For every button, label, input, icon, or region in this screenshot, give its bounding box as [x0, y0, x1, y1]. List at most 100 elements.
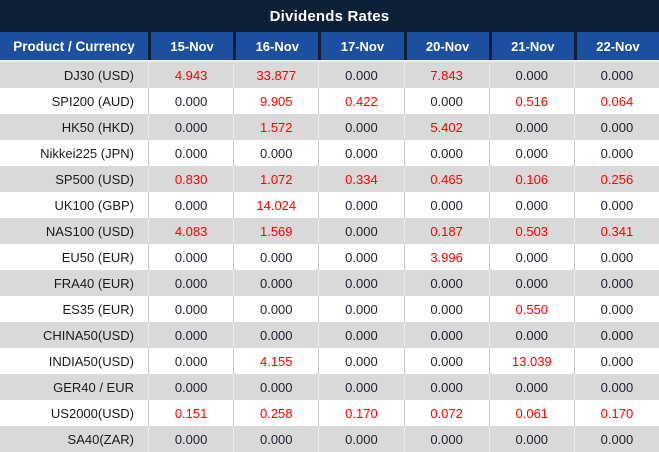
table-row: NAS100 (USD) 4.083 1.569 0.000 0.187 0.503 0.3…	[0, 218, 659, 244]
dividend-value: 0.422	[318, 88, 403, 114]
column-header-date: 22-Nov	[573, 32, 659, 60]
product-label: HK50 (HKD)	[61, 119, 134, 135]
dividend-value: 0.000	[318, 426, 403, 452]
dividend-value: 0.503	[488, 218, 574, 244]
table-row: HK50 (HKD) 0.000 1.572 0.000 5.402 0.000 0.000	[0, 114, 659, 140]
table-body: DJ30 (USD) 4.943 33.877 0.000 7.843 0.000 0.00…	[0, 62, 659, 452]
table-row: SPI200 (AUD) 0.000 9.905 0.422 0.000 0.516 0.0…	[0, 88, 659, 114]
dividend-value: 0.000	[403, 140, 489, 166]
table-row: US2000(USD) 0.151 0.258 0.170 0.072 0.061 0.17…	[0, 400, 659, 426]
column-header-date: 20-Nov	[403, 32, 489, 60]
table-row: INDIA50(USD) 0.000 4.155 0.000 0.000 13.039 0.…	[0, 348, 659, 374]
dividend-value: 0.000	[573, 114, 659, 140]
dividend-value: 0.000	[573, 270, 659, 296]
dividend-value: 0.000	[233, 374, 318, 400]
table-header-row: Product / Currency 15-Nov 16-Nov 17-Nov 20-…	[0, 32, 659, 62]
dividend-value: 0.000	[148, 348, 233, 374]
dividend-value: 0.000	[488, 140, 574, 166]
product-label: GER40 / EUR	[53, 379, 134, 395]
table-row: UK100 (GBP) 0.000 14.024 0.000 0.000 0.000 0.0…	[0, 192, 659, 218]
dividend-value: 0.000	[573, 244, 659, 270]
dividend-value: 0.000	[148, 244, 233, 270]
dividend-value: 0.000	[148, 296, 233, 322]
dividend-value: 0.341	[573, 218, 659, 244]
table-row: GER40 / EUR 0.000 0.000 0.000 0.000 0.000 0.00…	[0, 374, 659, 400]
dividend-value: 0.830	[148, 166, 233, 192]
dividend-value: 0.000	[318, 374, 403, 400]
dividend-value: 0.000	[233, 322, 318, 348]
product-label: Nikkei225 (JPN)	[40, 145, 134, 161]
dividend-value: 0.000	[318, 270, 403, 296]
dividend-value: 0.170	[318, 400, 403, 426]
dividend-value: 0.000	[148, 192, 233, 218]
dividend-value: 0.000	[488, 114, 574, 140]
product-label: SA40(ZAR)	[67, 431, 134, 447]
dividend-value: 0.000	[233, 296, 318, 322]
dividend-value: 0.170	[573, 400, 659, 426]
dividend-value: 0.000	[573, 62, 659, 88]
dividend-value: 0.000	[318, 244, 403, 270]
dividend-value: 0.000	[148, 322, 233, 348]
dividend-value: 0.000	[488, 322, 574, 348]
dividend-value: 0.000	[573, 296, 659, 322]
dividend-value: 0.000	[318, 218, 403, 244]
product-label: DJ30 (USD)	[63, 67, 134, 83]
dividend-value: 0.000	[573, 192, 659, 218]
table-row: ES35 (EUR) 0.000 0.000 0.000 0.000 0.550 0.000	[0, 296, 659, 322]
dividend-value: 0.258	[233, 400, 318, 426]
dividend-value: 0.000	[573, 140, 659, 166]
dividend-value: 1.072	[233, 166, 318, 192]
dividend-value: 0.000	[148, 140, 233, 166]
table-row: DJ30 (USD) 4.943 33.877 0.000 7.843 0.000 0.00…	[0, 62, 659, 88]
dividend-value: 0.000	[488, 192, 574, 218]
dividend-value: 0.000	[488, 374, 574, 400]
dividend-value: 14.024	[233, 192, 318, 218]
dividend-value: 0.000	[148, 88, 233, 114]
dividend-value: 0.000	[488, 426, 574, 452]
dividend-value: 0.000	[403, 192, 489, 218]
dividend-value: 0.550	[488, 296, 574, 322]
product-label: ES35 (EUR)	[62, 301, 134, 317]
dividend-value: 0.000	[318, 114, 403, 140]
dividend-value: 0.106	[488, 166, 574, 192]
product-label: INDIA50(USD)	[48, 353, 134, 369]
table-row: EU50 (EUR) 0.000 0.000 0.000 3.996 0.000 0.000	[0, 244, 659, 270]
dividend-value: 3.996	[403, 244, 489, 270]
column-header-date: 17-Nov	[318, 32, 403, 60]
product-label: SP500 (USD)	[55, 171, 134, 187]
product-label: EU50 (EUR)	[61, 249, 134, 265]
dividend-value: 4.083	[148, 218, 233, 244]
dividend-value: 0.000	[403, 426, 489, 452]
dividend-value: 0.000	[488, 270, 574, 296]
dividend-value: 0.151	[148, 400, 233, 426]
dividend-value: 0.000	[573, 348, 659, 374]
dividend-value: 0.000	[233, 140, 318, 166]
column-header-date: 16-Nov	[233, 32, 318, 60]
dividend-value: 0.000	[318, 322, 403, 348]
dividend-value: 0.000	[573, 322, 659, 348]
dividend-value: 13.039	[488, 348, 574, 374]
dividend-value: 0.000	[573, 374, 659, 400]
dividend-value: 4.943	[148, 62, 233, 88]
dividend-value: 0.072	[403, 400, 489, 426]
dividend-value: 5.402	[403, 114, 489, 140]
dividend-value: 1.572	[233, 114, 318, 140]
dividend-value: 0.465	[403, 166, 489, 192]
dividend-value: 0.000	[318, 348, 403, 374]
dividend-value: 0.000	[148, 426, 233, 452]
column-header-date: 21-Nov	[488, 32, 574, 60]
dividend-value: 0.061	[488, 400, 574, 426]
dividend-value: 0.000	[403, 322, 489, 348]
dividend-value: 0.000	[403, 270, 489, 296]
table-row: SP500 (USD) 0.830 1.072 0.334 0.465 0.106 0.25…	[0, 166, 659, 192]
dividend-value: 0.000	[233, 244, 318, 270]
dividend-value: 0.000	[148, 270, 233, 296]
dividend-value: 4.155	[233, 348, 318, 374]
product-label: US2000(USD)	[50, 405, 134, 421]
dividend-value: 7.843	[403, 62, 489, 88]
dividend-value: 0.000	[403, 296, 489, 322]
dividend-value: 0.000	[318, 296, 403, 322]
product-label: CHINA50(USD)	[42, 327, 134, 343]
dividend-value: 0.000	[148, 374, 233, 400]
dividend-value: 0.334	[318, 166, 403, 192]
